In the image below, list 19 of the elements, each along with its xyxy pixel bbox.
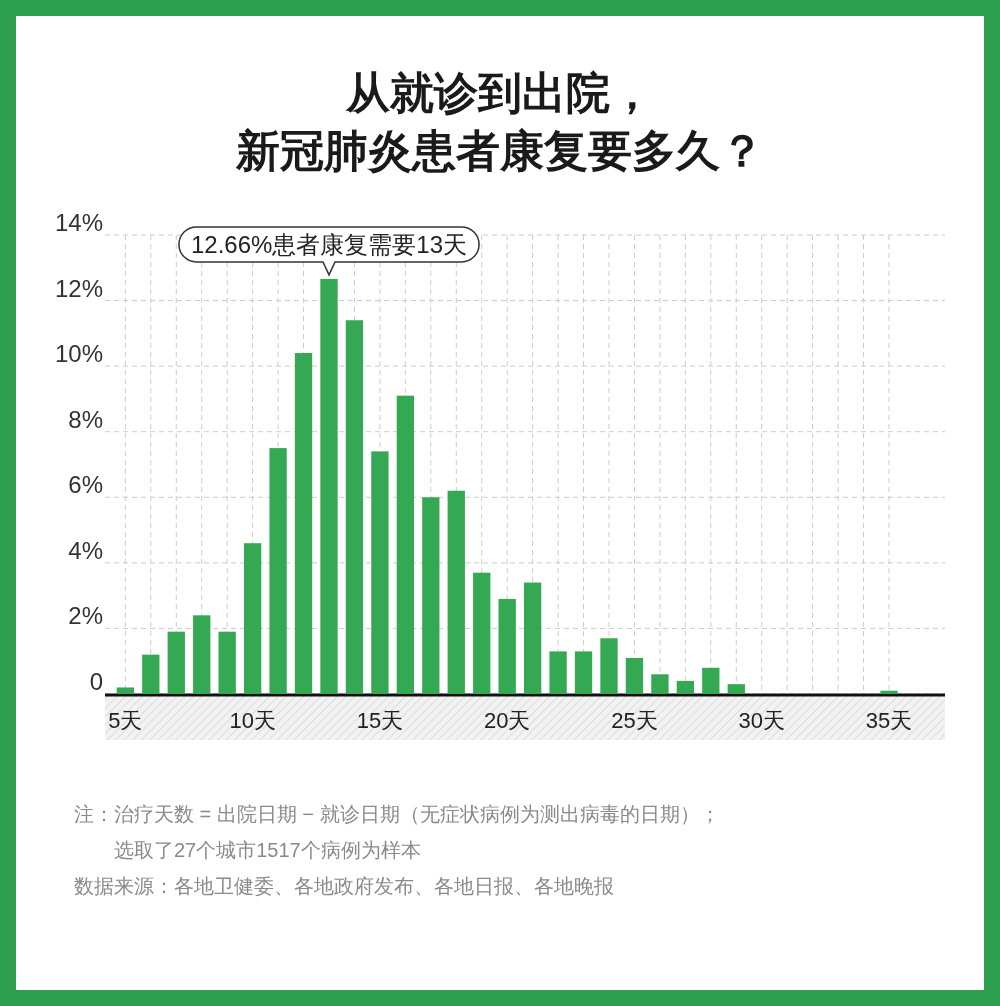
- y-tick-label: 10%: [54, 340, 103, 368]
- y-tick-label: 14%: [54, 209, 103, 236]
- y-tick-label: 2%: [68, 602, 103, 630]
- annotation: 12.66%患者康复需要13天: [190, 230, 468, 258]
- y-tick-label: 4%: [68, 536, 103, 564]
- x-tick-label: 20天: [483, 708, 531, 733]
- x-tick-label: 10天: [229, 708, 276, 733]
- y-tick-label: 0: [89, 668, 103, 695]
- x-tick-label: 25天: [611, 708, 658, 733]
- x-tick-label: 35天: [865, 708, 913, 733]
- x-tick-label: 15天: [356, 708, 404, 733]
- y-tick-label: 12%: [54, 274, 103, 302]
- chart-title: 从就诊到出院，新冠肺炎患者康复要多久？: [235, 67, 765, 177]
- y-tick-label: 6%: [68, 471, 103, 499]
- source-note: 数据来源：各地卫健委、各地政府发布、各地日报、各地晚报: [74, 874, 615, 899]
- x-tick-label: 5天: [108, 708, 143, 733]
- text: 注：治疗天数 = 出院日期 − 就诊日期（无症状病例为测出病毒的日期）；选取了27个城市1517个病例为样本: [74, 802, 721, 863]
- x-tick-label: 30天: [738, 708, 785, 733]
- y-tick-label: 8%: [68, 405, 103, 433]
